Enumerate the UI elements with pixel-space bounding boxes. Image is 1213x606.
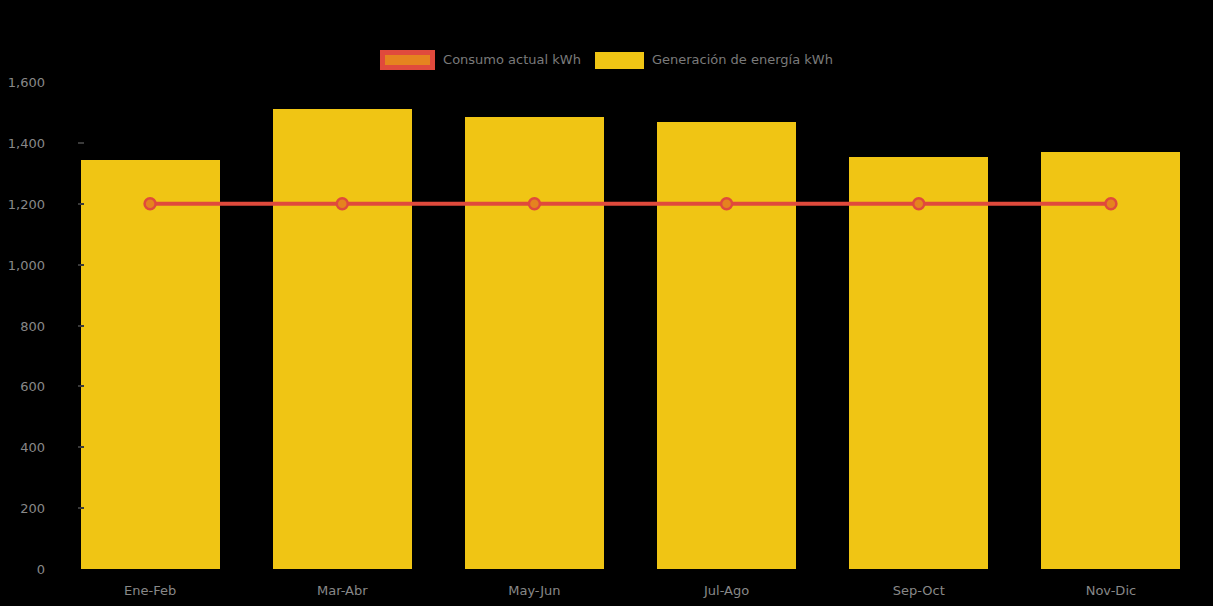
generacion-energia-legend-swatch <box>595 52 644 69</box>
y-axis-tick-label: 200 <box>0 501 45 516</box>
y-axis-tick-mark <box>78 264 84 266</box>
x-axis-label-nov-dic: Nov-Dic <box>1051 583 1171 598</box>
x-axis-label-may-jun: May-Jun <box>474 583 594 598</box>
bar-jul-ago <box>657 122 796 569</box>
bar-nov-dic <box>1041 152 1180 569</box>
generacion-energia-legend-label: Generación de energía kWh <box>652 50 833 70</box>
bar-mar-abr <box>273 109 412 569</box>
y-axis-tick-mark <box>78 203 84 205</box>
y-axis-tick-label: 800 <box>0 319 45 334</box>
legend-item-generacion-energia[interactable]: Generación de energía kWh <box>595 50 833 70</box>
y-axis-tick-label: 400 <box>0 440 45 455</box>
y-axis-tick-mark <box>78 446 84 448</box>
x-axis-label-sep-oct: Sep-Oct <box>859 583 979 598</box>
x-axis-label-mar-abr: Mar-Abr <box>282 583 402 598</box>
x-axis-label-jul-ago: Jul-Ago <box>667 583 787 598</box>
bar-sep-oct <box>849 157 988 569</box>
y-axis-tick-label: 1,200 <box>0 197 45 212</box>
energy-combo-chart: Consumo actual kWh Generación de energía… <box>0 0 1213 606</box>
y-axis-tick-mark <box>78 507 84 509</box>
y-axis-tick-mark <box>78 385 84 387</box>
y-axis-tick-mark <box>78 325 84 327</box>
y-axis-tick-label: 600 <box>0 379 45 394</box>
legend-item-consumo-actual[interactable]: Consumo actual kWh <box>380 50 581 70</box>
consumo-actual-legend-swatch <box>380 50 435 70</box>
y-axis-tick-mark <box>78 142 84 144</box>
y-axis-tick-label: 1,000 <box>0 258 45 273</box>
bar-ene-feb <box>81 160 220 569</box>
legend: Consumo actual kWh Generación de energía… <box>0 50 1213 70</box>
bar-may-jun <box>465 117 604 569</box>
y-axis-tick-label: 1,400 <box>0 136 45 151</box>
y-axis-tick-label: 0 <box>0 562 45 577</box>
y-axis-tick-label: 1,600 <box>0 75 45 90</box>
consumo-actual-legend-label: Consumo actual kWh <box>443 50 581 70</box>
x-axis-label-ene-feb: Ene-Feb <box>90 583 210 598</box>
